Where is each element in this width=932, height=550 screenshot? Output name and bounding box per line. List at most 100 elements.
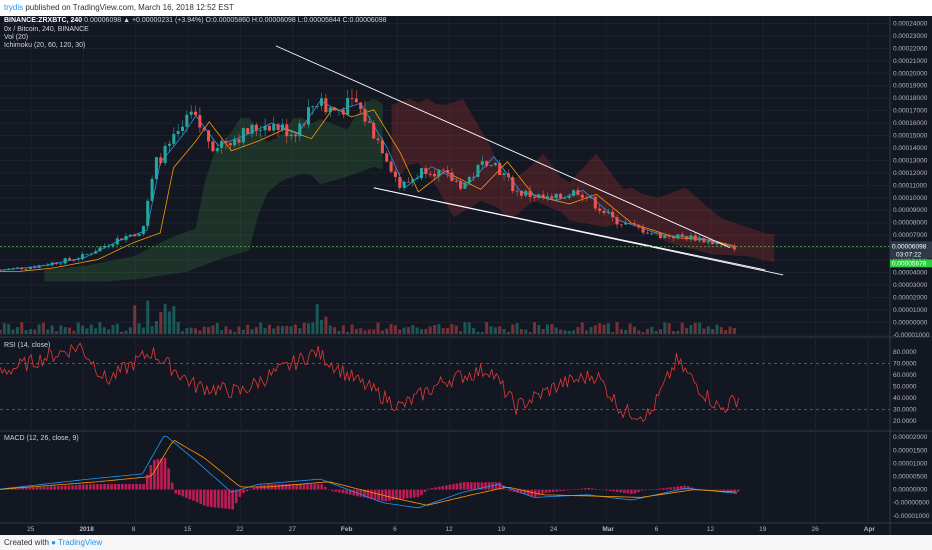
price-tick-label: 0.00003000 (893, 282, 928, 289)
candle (324, 98, 328, 113)
volume-bar (589, 327, 593, 334)
volume-bar (81, 325, 85, 334)
volume-bar (280, 326, 284, 334)
volume-bar (719, 326, 723, 334)
volume-bar (220, 330, 224, 334)
candle (493, 162, 497, 166)
candle (89, 253, 93, 255)
lower-trendline-2[interactable] (373, 187, 784, 276)
candle (280, 124, 284, 131)
macd-histogram-bar (85, 484, 89, 490)
volume-bar (415, 327, 419, 334)
volume-bar (24, 330, 28, 334)
price-tick-label: 0.00023000 (893, 33, 928, 40)
volume-bar (315, 304, 319, 334)
macd-histogram-bar (555, 489, 558, 492)
volume-bar (306, 323, 311, 334)
candle (424, 168, 428, 174)
macd-histogram-bar (733, 489, 736, 492)
macd-histogram-bar (384, 489, 388, 502)
macd-legend[interactable]: MACD (12, 26, close, 9) (4, 435, 79, 442)
volume-bar (94, 328, 98, 334)
candle (419, 168, 424, 179)
candle (476, 164, 480, 177)
macd-histogram-bar (363, 489, 366, 498)
candle (20, 267, 24, 270)
volume-bar (107, 329, 111, 334)
volume-bar (198, 330, 202, 334)
candle (698, 238, 702, 241)
candle (441, 169, 445, 171)
vol-legend[interactable]: Vol (20) (4, 34, 29, 41)
rsi-tick-label: 40.0000 (893, 395, 917, 402)
macd-histogram-bar (655, 488, 658, 490)
author-link[interactable]: trydis (4, 3, 24, 12)
macd-histogram-bar (138, 484, 142, 490)
macd-histogram-bar (170, 482, 174, 490)
candle (272, 124, 276, 131)
macd-histogram-bar (299, 484, 302, 490)
volume-bar (615, 322, 619, 334)
volume-bar (137, 323, 141, 334)
volume-bar (628, 323, 632, 334)
time-tick-label: 6 (393, 526, 397, 533)
volume-bar (624, 329, 628, 334)
macd-histogram-bar (320, 484, 323, 490)
candle (0, 270, 2, 271)
macd-histogram-bar (185, 489, 188, 498)
ichimoku-legend[interactable]: Ichimoku (20, 60, 120, 30) (4, 42, 86, 49)
macd-histogram-bar (24, 487, 28, 490)
candle (402, 181, 406, 188)
macd-histogram-bar (92, 484, 96, 490)
candle (350, 97, 354, 99)
candle (693, 235, 697, 241)
rsi-legend[interactable]: RSI (14, close) (4, 342, 51, 349)
price-tick-label: 0.00011000 (893, 182, 927, 189)
macd-histogram-bar (477, 482, 480, 490)
candle (263, 125, 267, 131)
volume-bar (124, 330, 128, 334)
chart-area[interactable]: 0.00024000 0.00023000 0.00022000 0.00021000… (0, 16, 932, 535)
volume-bar (172, 305, 176, 334)
candle (554, 193, 558, 199)
volume-bar (446, 327, 450, 334)
candle (306, 107, 311, 125)
macd-histogram-bar (395, 489, 398, 500)
macd-histogram-bar (452, 484, 455, 490)
volume-bar (20, 322, 24, 334)
macd-histogram-bar (64, 485, 67, 490)
candle (437, 169, 441, 177)
macd-histogram-bar (630, 489, 633, 494)
volume-bar (502, 328, 506, 334)
candle (259, 130, 263, 132)
volume-bar (428, 326, 432, 334)
candle (711, 241, 715, 245)
volume-bar (476, 331, 480, 334)
upper-trendline[interactable] (275, 45, 730, 249)
macd-histogram-bar (377, 489, 380, 501)
volume-bar (207, 326, 211, 334)
volume-bar (350, 324, 354, 334)
tradingview-brand[interactable]: TradingView (58, 538, 103, 547)
macd-histogram-bar (67, 485, 71, 490)
candle (367, 121, 371, 123)
volume-bar (128, 327, 132, 334)
volume-bar (154, 321, 158, 334)
price-axis[interactable] (890, 16, 932, 535)
macd-histogram-bar (512, 489, 516, 492)
volume-bar (398, 329, 402, 334)
candle (658, 232, 663, 238)
candle (680, 234, 684, 237)
macd-histogram-bar (306, 484, 309, 490)
candle (211, 141, 215, 152)
macd-histogram-bar (434, 487, 437, 490)
macd-histogram-bar (626, 489, 630, 494)
volume-bar (276, 325, 280, 334)
candle (428, 173, 432, 175)
volume-bar (598, 323, 602, 334)
candle (363, 109, 367, 122)
price-tick-label: 0.00000000 (893, 319, 928, 326)
chart-svg[interactable]: 0.00024000 0.00023000 0.00022000 0.00021000… (0, 16, 932, 535)
volume-bar (224, 326, 228, 334)
volume-bar (185, 328, 189, 334)
